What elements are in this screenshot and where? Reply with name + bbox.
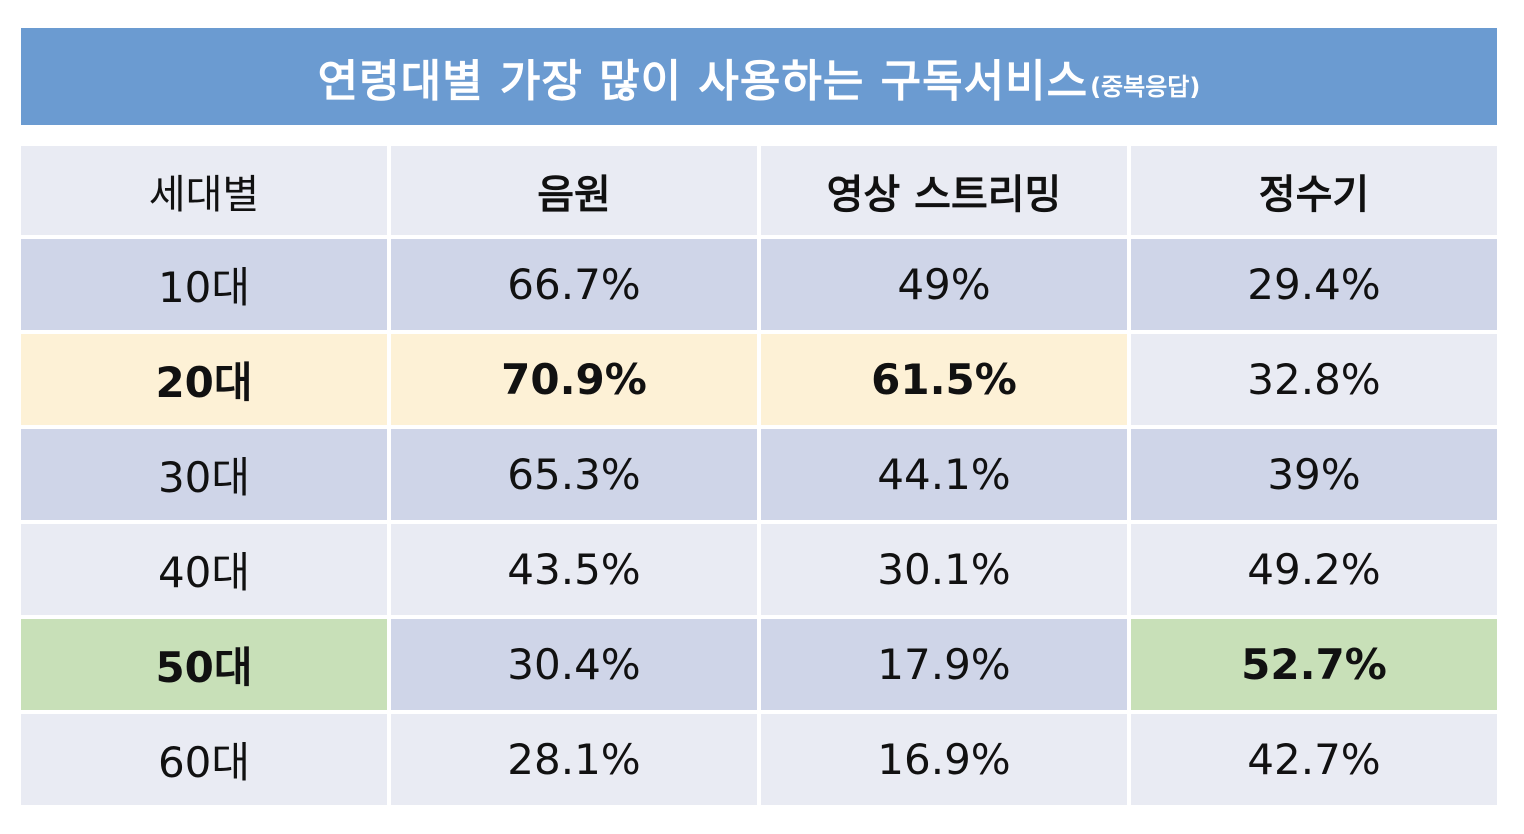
subscription-table: 세대별 음원 영상 스트리밍 정수기 10대 66.7% 49% 29.4% 20대 70… [21,146,1497,805]
table-cell: 66.7% [391,239,757,330]
row-label: 40대 [21,524,387,615]
table-cell: 52.7% [1131,619,1497,710]
table-cell: 28.1% [391,714,757,805]
table-cell: 61.5% [761,334,1127,425]
table-cell: 49.2% [1131,524,1497,615]
row-label: 50대 [21,619,387,710]
column-header-water-purifier: 정수기 [1131,146,1497,235]
table-cell: 65.3% [391,429,757,520]
table-cell: 70.9% [391,334,757,425]
table-cell: 49% [761,239,1127,330]
table-cell: 30.4% [391,619,757,710]
table-cell: 17.9% [761,619,1127,710]
row-label: 60대 [21,714,387,805]
chart-title: 연령대별 가장 많이 사용하는 구독서비스 [317,55,1089,107]
row-label: 10대 [21,239,387,330]
table-cell: 16.9% [761,714,1127,805]
table-cell: 39% [1131,429,1497,520]
table-cell: 44.1% [761,429,1127,520]
column-header-video-streaming: 영상 스트리밍 [761,146,1127,235]
table-cell: 29.4% [1131,239,1497,330]
table-cell: 30.1% [761,524,1127,615]
column-header-music: 음원 [391,146,757,235]
row-label: 30대 [21,429,387,520]
title-banner: 연령대별 가장 많이 사용하는 구독서비스 (중복응답) [21,28,1497,125]
table-cell: 42.7% [1131,714,1497,805]
table-cell: 43.5% [391,524,757,615]
chart-subtitle: (중복응답) [1090,73,1201,101]
row-label: 20대 [21,334,387,425]
table-cell: 32.8% [1131,334,1497,425]
column-header-generation: 세대별 [21,146,387,235]
